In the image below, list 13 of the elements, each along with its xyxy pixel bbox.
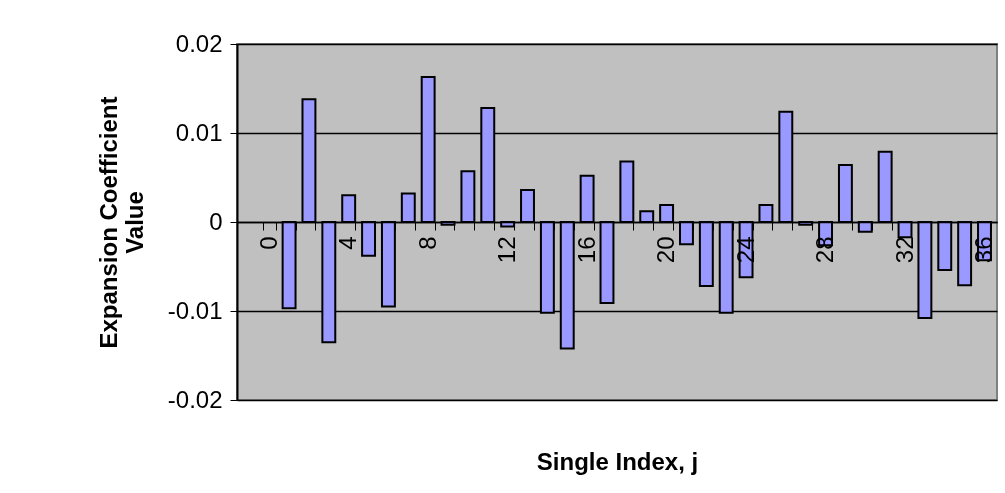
y-tick-label: -0.01 xyxy=(167,296,223,324)
x-tick-label: 0 xyxy=(254,236,282,250)
y-axis-title: Expansion Coefficient Value xyxy=(94,96,148,349)
x-axis-title: Single Index, j xyxy=(536,448,699,476)
x-tick-label: 4 xyxy=(334,236,362,250)
y-tick-label: 0.01 xyxy=(175,118,223,146)
x-tick-label: 16 xyxy=(572,236,600,264)
x-tick-label: 8 xyxy=(413,236,441,250)
x-tick-label: 32 xyxy=(890,236,918,264)
x-tick-label: 20 xyxy=(652,236,680,264)
x-tick-label: 12 xyxy=(493,236,521,264)
y-tick-label: 0.02 xyxy=(175,29,223,57)
y-tick-label: -0.02 xyxy=(167,385,223,413)
